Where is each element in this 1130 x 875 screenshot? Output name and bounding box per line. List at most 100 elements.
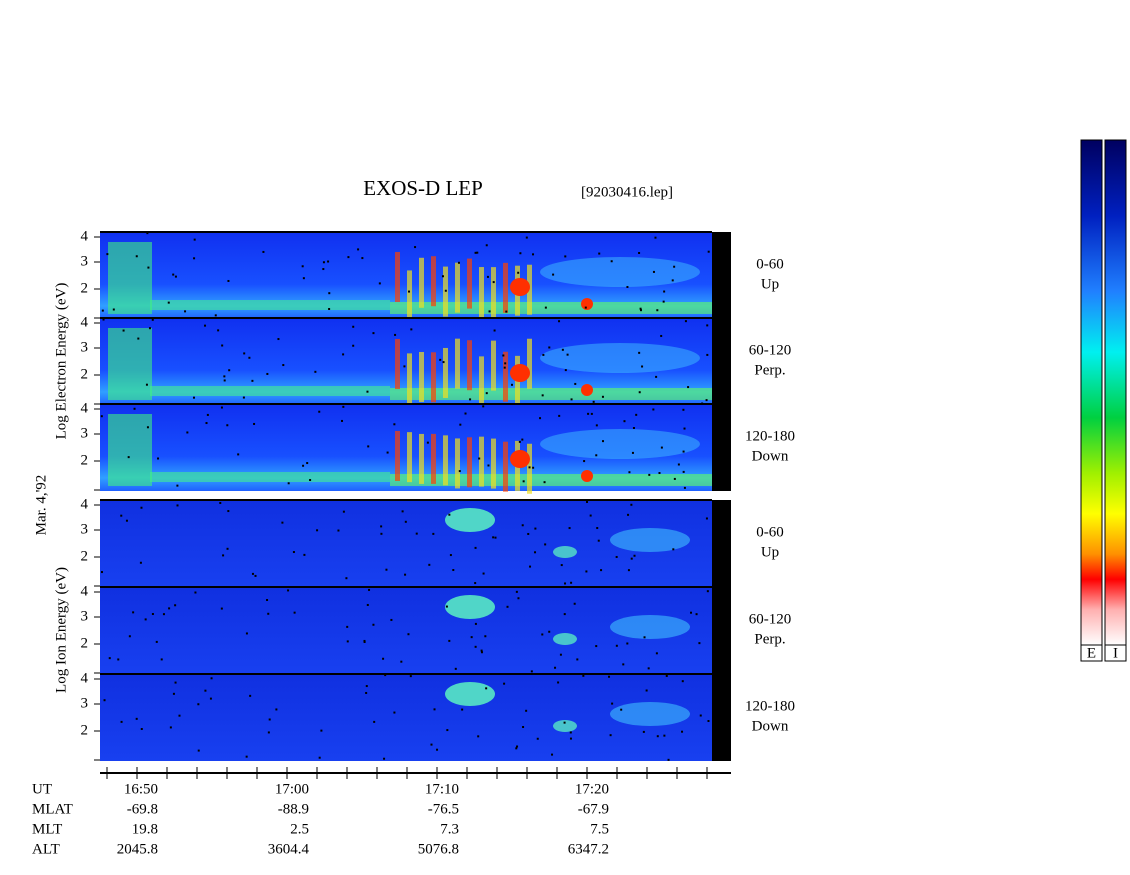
noise-dot [403,365,406,368]
noise-dot [557,681,560,684]
pitch-label: 120-180 [745,428,795,444]
noise-dot [120,514,123,517]
y-tick-label: 2 [81,548,89,564]
noise-dot [277,338,280,341]
noise-dot [683,427,686,430]
noise-dot [620,708,623,711]
noise-dot [380,525,383,528]
noise-dot [551,753,554,756]
y-tick-label: 2 [81,635,89,651]
colorbar-label-box [1080,644,1103,662]
noise-dot [133,407,136,410]
spectrogram-spike [503,262,508,313]
pitch-label: 0-60 [756,256,784,272]
noise-dot [576,658,579,661]
spectrogram-cloud [540,343,700,373]
noise-dot [206,413,209,416]
spectrogram-spike [467,340,472,391]
spectrogram-cloud [540,429,700,459]
noise-dot [595,454,598,457]
noise-dot [363,639,366,642]
noise-dot [706,590,709,593]
noise-dot [638,351,641,354]
noise-dot [368,588,371,591]
noise-dot [393,423,396,426]
noise-dot [204,689,207,692]
noise-dot [386,451,389,454]
y-tick-label: 3 [81,521,89,537]
noise-dot [385,568,388,571]
spectrogram-spike [479,267,484,318]
noise-dot [474,251,477,254]
title: EXOS-D LEP [363,176,483,200]
ephemeris-value: 6347.2 [568,841,609,857]
noise-dot [390,618,393,621]
noise-dot [530,670,533,673]
ephemeris-value: -69.8 [127,801,158,817]
noise-dot [539,417,542,420]
pitch-label: 60-120 [749,611,792,627]
noise-dot [400,660,403,663]
file-name: [92030416.lep] [581,184,673,200]
noise-dot [245,632,248,635]
noise-dot [342,353,345,356]
noise-dot [544,543,547,546]
noise-dot [503,682,506,685]
noise-dot [534,551,537,554]
noise-dot [108,657,111,660]
noise-dot [122,329,125,332]
noise-dot [372,623,375,626]
noise-dot [172,692,175,695]
noise-dot [380,532,383,535]
noise-dot [698,642,701,645]
noise-dot [378,282,381,285]
panel-edge [712,232,731,319]
noise-dot [439,358,442,361]
noise-dot [251,379,254,382]
noise-dot [128,635,131,638]
noise-dot [690,611,693,614]
ephemeris-label: MLAT [32,801,73,817]
spectrogram-cloud [553,720,577,732]
noise-dot [341,419,344,422]
panel-edge [712,318,731,405]
noise-dot [365,685,368,688]
noise-dot [266,598,269,601]
noise-dot [100,415,103,418]
noise-dot [245,755,248,758]
noise-dot [633,554,636,557]
ephemeris-value: 7.3 [440,821,459,837]
panel-edge [712,404,731,491]
noise-dot [457,261,460,264]
noise-dot [268,718,271,721]
noise-dot [632,426,635,429]
noise-dot [492,281,495,284]
noise-dot [347,256,350,259]
noise-dot [361,257,364,260]
noise-dot [506,605,509,608]
noise-dot [592,400,595,403]
electron-axis-label: Log Electron Energy (eV) [53,283,69,440]
noise-dot [645,689,648,692]
noise-dot [168,607,171,610]
noise-dot [485,244,488,247]
noise-dot [314,370,317,373]
noise-dot [408,290,411,293]
noise-dot [480,649,483,652]
direction-label: Up [761,544,779,560]
noise-dot [638,251,641,254]
noise-dot [521,524,524,527]
y-tick-label: 4 [81,670,89,686]
noise-dot [532,253,535,256]
spectrogram-blob [510,450,530,468]
noise-dot [223,379,226,382]
noise-dot [214,314,217,317]
noise-dot [404,520,407,523]
noise-dot [652,408,655,411]
noise-dot [337,529,340,532]
spectrogram-spike [455,338,460,389]
noise-dot [266,372,269,375]
direction-label: Down [752,448,789,464]
noise-dot [366,603,369,606]
ephemeris-value: 17:20 [575,781,609,797]
